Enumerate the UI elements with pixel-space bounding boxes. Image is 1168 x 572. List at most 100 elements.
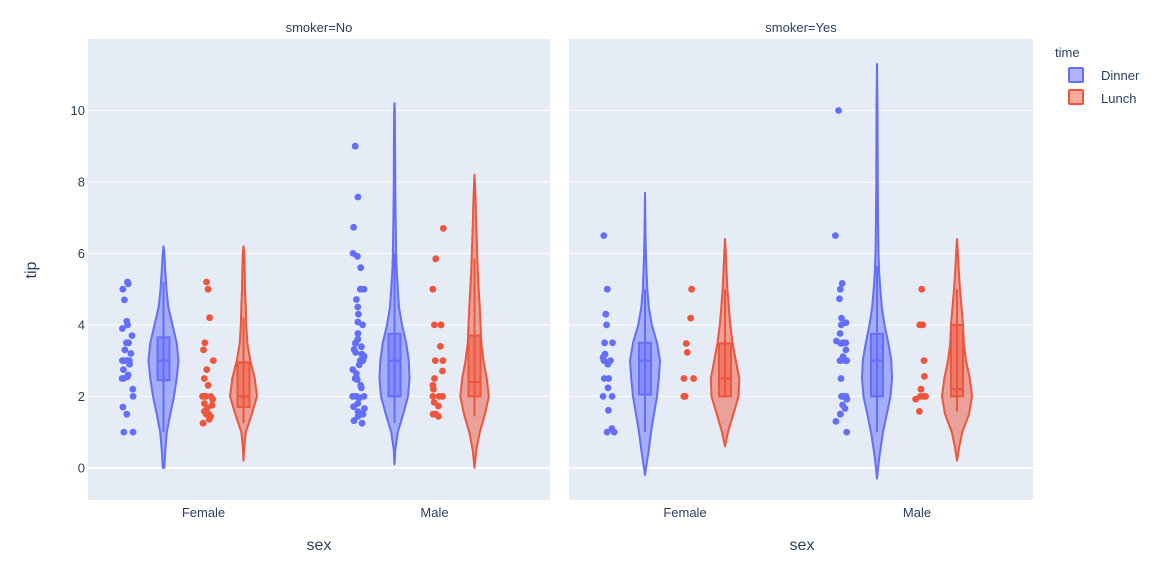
data-point [690, 375, 697, 382]
x-tick-label: Female [182, 505, 225, 520]
data-point [609, 339, 616, 346]
data-point [355, 194, 362, 201]
data-point [921, 373, 928, 380]
data-point [205, 382, 212, 389]
data-point [120, 286, 127, 293]
data-point [837, 286, 844, 293]
data-point [603, 322, 610, 329]
panel-smoker-no: 0246810smoker=NoFemale Male [71, 20, 550, 520]
data-point [202, 339, 209, 346]
data-point [439, 393, 446, 400]
data-point [354, 304, 361, 311]
data-point [354, 376, 361, 383]
data-point [832, 232, 839, 239]
data-point [129, 386, 136, 393]
data-point [353, 296, 360, 303]
y-tick-label: 8 [78, 174, 85, 189]
data-point [206, 416, 213, 423]
data-point [600, 393, 607, 400]
data-point [604, 361, 611, 368]
violin-chart: 0246810smoker=NoFemale Malesmoker=YesFema… [0, 0, 1168, 572]
data-point [199, 393, 206, 400]
data-point [126, 361, 133, 368]
data-point [837, 357, 844, 364]
data-point [203, 279, 210, 286]
data-point [430, 386, 437, 393]
data-point [359, 420, 366, 427]
legend-item-lunch[interactable]: Lunch [1069, 90, 1136, 106]
x-axis-title-left: sex [307, 537, 332, 554]
data-point [837, 330, 844, 337]
y-tick-label: 10 [71, 103, 85, 118]
legend-swatch-dinner [1069, 68, 1083, 82]
data-point [350, 224, 357, 231]
data-point [600, 232, 607, 239]
x-tick-label: Female [663, 505, 706, 520]
data-point [352, 143, 359, 150]
data-point [836, 295, 843, 302]
violin-box [238, 362, 250, 407]
data-point [435, 413, 442, 420]
data-point [912, 396, 919, 403]
data-point [921, 357, 928, 364]
violin-box [389, 334, 401, 397]
data-point [121, 297, 128, 304]
data-point [604, 286, 611, 293]
facet-title: smoker=No [286, 20, 353, 35]
data-point [361, 405, 368, 412]
data-point [683, 340, 690, 347]
y-tick-label: 6 [78, 246, 85, 261]
data-point [838, 340, 845, 347]
data-point [684, 349, 691, 356]
data-point [839, 280, 846, 287]
legend-item-dinner[interactable]: Dinner [1069, 68, 1140, 83]
data-point [125, 280, 132, 287]
data-point [920, 393, 927, 400]
data-point [361, 286, 368, 293]
data-point [609, 393, 616, 400]
data-point [604, 429, 611, 436]
data-point [129, 332, 136, 339]
data-point [843, 429, 850, 436]
data-point [119, 325, 126, 332]
x-tick-label: Male [903, 505, 931, 520]
violin-box [469, 336, 481, 397]
data-point [123, 339, 130, 346]
data-point [682, 393, 689, 400]
y-tick-label: 4 [78, 317, 85, 332]
data-point [122, 347, 129, 354]
data-point [206, 314, 213, 321]
data-point [605, 384, 612, 391]
data-point [916, 408, 923, 415]
data-point [438, 322, 445, 329]
data-point [601, 339, 608, 346]
data-point [120, 366, 127, 373]
violin-box [951, 325, 963, 396]
data-point [429, 286, 436, 293]
data-point [120, 429, 127, 436]
violin-box [158, 337, 170, 380]
data-point [837, 411, 844, 418]
data-point [440, 225, 447, 232]
legend: time Dinner Lunch [1055, 45, 1140, 106]
data-point [918, 286, 925, 293]
data-point [918, 386, 925, 393]
data-point [838, 322, 845, 329]
data-point [681, 375, 688, 382]
data-point [435, 403, 442, 410]
data-point [431, 375, 438, 382]
data-point [130, 393, 137, 400]
data-point [357, 264, 364, 271]
data-point [916, 322, 923, 329]
data-point [835, 107, 842, 114]
data-point [120, 404, 127, 411]
data-point [440, 357, 447, 364]
data-point [432, 255, 439, 262]
legend-label-dinner: Dinner [1101, 68, 1140, 83]
data-point [432, 357, 439, 364]
data-point [200, 420, 207, 427]
data-point [437, 343, 444, 350]
data-point [210, 357, 217, 364]
data-point [358, 384, 365, 391]
data-point [123, 411, 130, 418]
